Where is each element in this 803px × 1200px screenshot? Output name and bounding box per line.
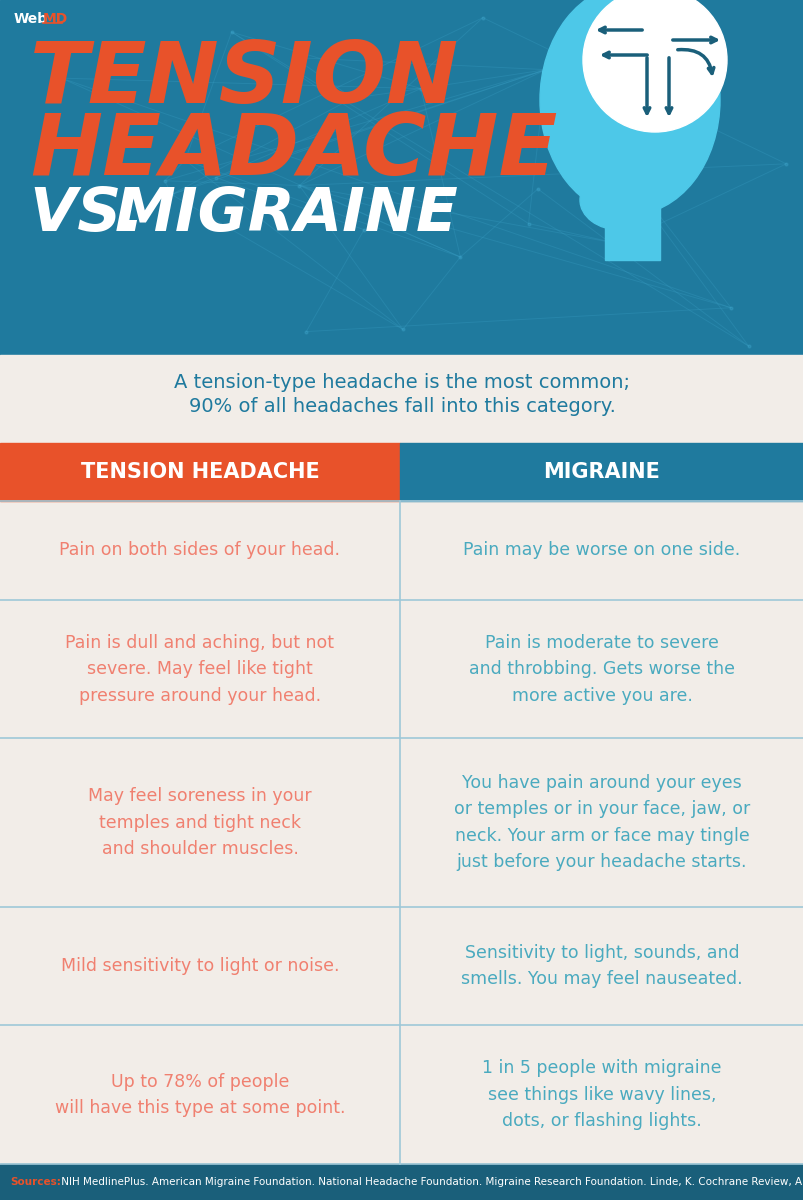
Text: Pain on both sides of your head.: Pain on both sides of your head. [59,541,340,559]
Bar [0,907,803,1026]
Ellipse shape [540,0,719,215]
Bar [0,738,803,907]
Bar [400,443,803,502]
Circle shape [582,0,726,132]
Text: MD: MD [43,12,68,26]
Text: Mild sensitivity to light or noise.: Mild sensitivity to light or noise. [61,958,339,976]
Text: Sensitivity to light, sounds, and
smells. You may feel nauseated.: Sensitivity to light, sounds, and smells… [461,944,742,989]
Text: TENSION: TENSION [30,38,459,121]
Text: HEADACHE: HEADACHE [30,110,556,193]
Ellipse shape [579,170,659,230]
Text: May feel soreness in your
temples and tight neck
and shoulder muscles.: May feel soreness in your temples and ti… [88,787,312,858]
Bar [0,1164,803,1200]
Bar [604,180,659,260]
Text: You have pain around your eyes
or temples or in your face, jaw, or
neck. Your ar: You have pain around your eyes or temple… [454,774,749,871]
Bar [0,443,400,502]
Bar [0,355,803,1200]
Text: Web: Web [14,12,48,26]
Bar [0,0,803,355]
Text: MIGRAINE: MIGRAINE [115,185,459,244]
Bar [0,1026,803,1164]
Text: TENSION HEADACHE: TENSION HEADACHE [80,462,319,482]
Bar [0,600,803,738]
Text: Pain is moderate to severe
and throbbing. Gets worse the
more active you are.: Pain is moderate to severe and throbbing… [468,634,734,704]
Text: Pain is dull and aching, but not
severe. May feel like tight
pressure around you: Pain is dull and aching, but not severe.… [65,634,334,704]
Bar [0,502,803,600]
Text: A tension-type headache is the most common;: A tension-type headache is the most comm… [173,373,630,392]
Text: MIGRAINE: MIGRAINE [543,462,659,482]
Text: 1 in 5 people with migraine
see things like wavy lines,
dots, or flashing lights: 1 in 5 people with migraine see things l… [482,1060,721,1130]
Text: 90% of all headaches fall into this category.: 90% of all headaches fall into this cate… [189,397,614,416]
Text: Pain may be worse on one side.: Pain may be worse on one side. [463,541,740,559]
Text: VS.: VS. [30,185,165,244]
Text: Sources:: Sources: [10,1177,61,1187]
Text: NIH MedlinePlus. American Migraine Foundation. National Headache Foundation. Mig: NIH MedlinePlus. American Migraine Found… [58,1177,803,1187]
Text: Up to 78% of people
will have this type at some point.: Up to 78% of people will have this type … [55,1073,344,1117]
